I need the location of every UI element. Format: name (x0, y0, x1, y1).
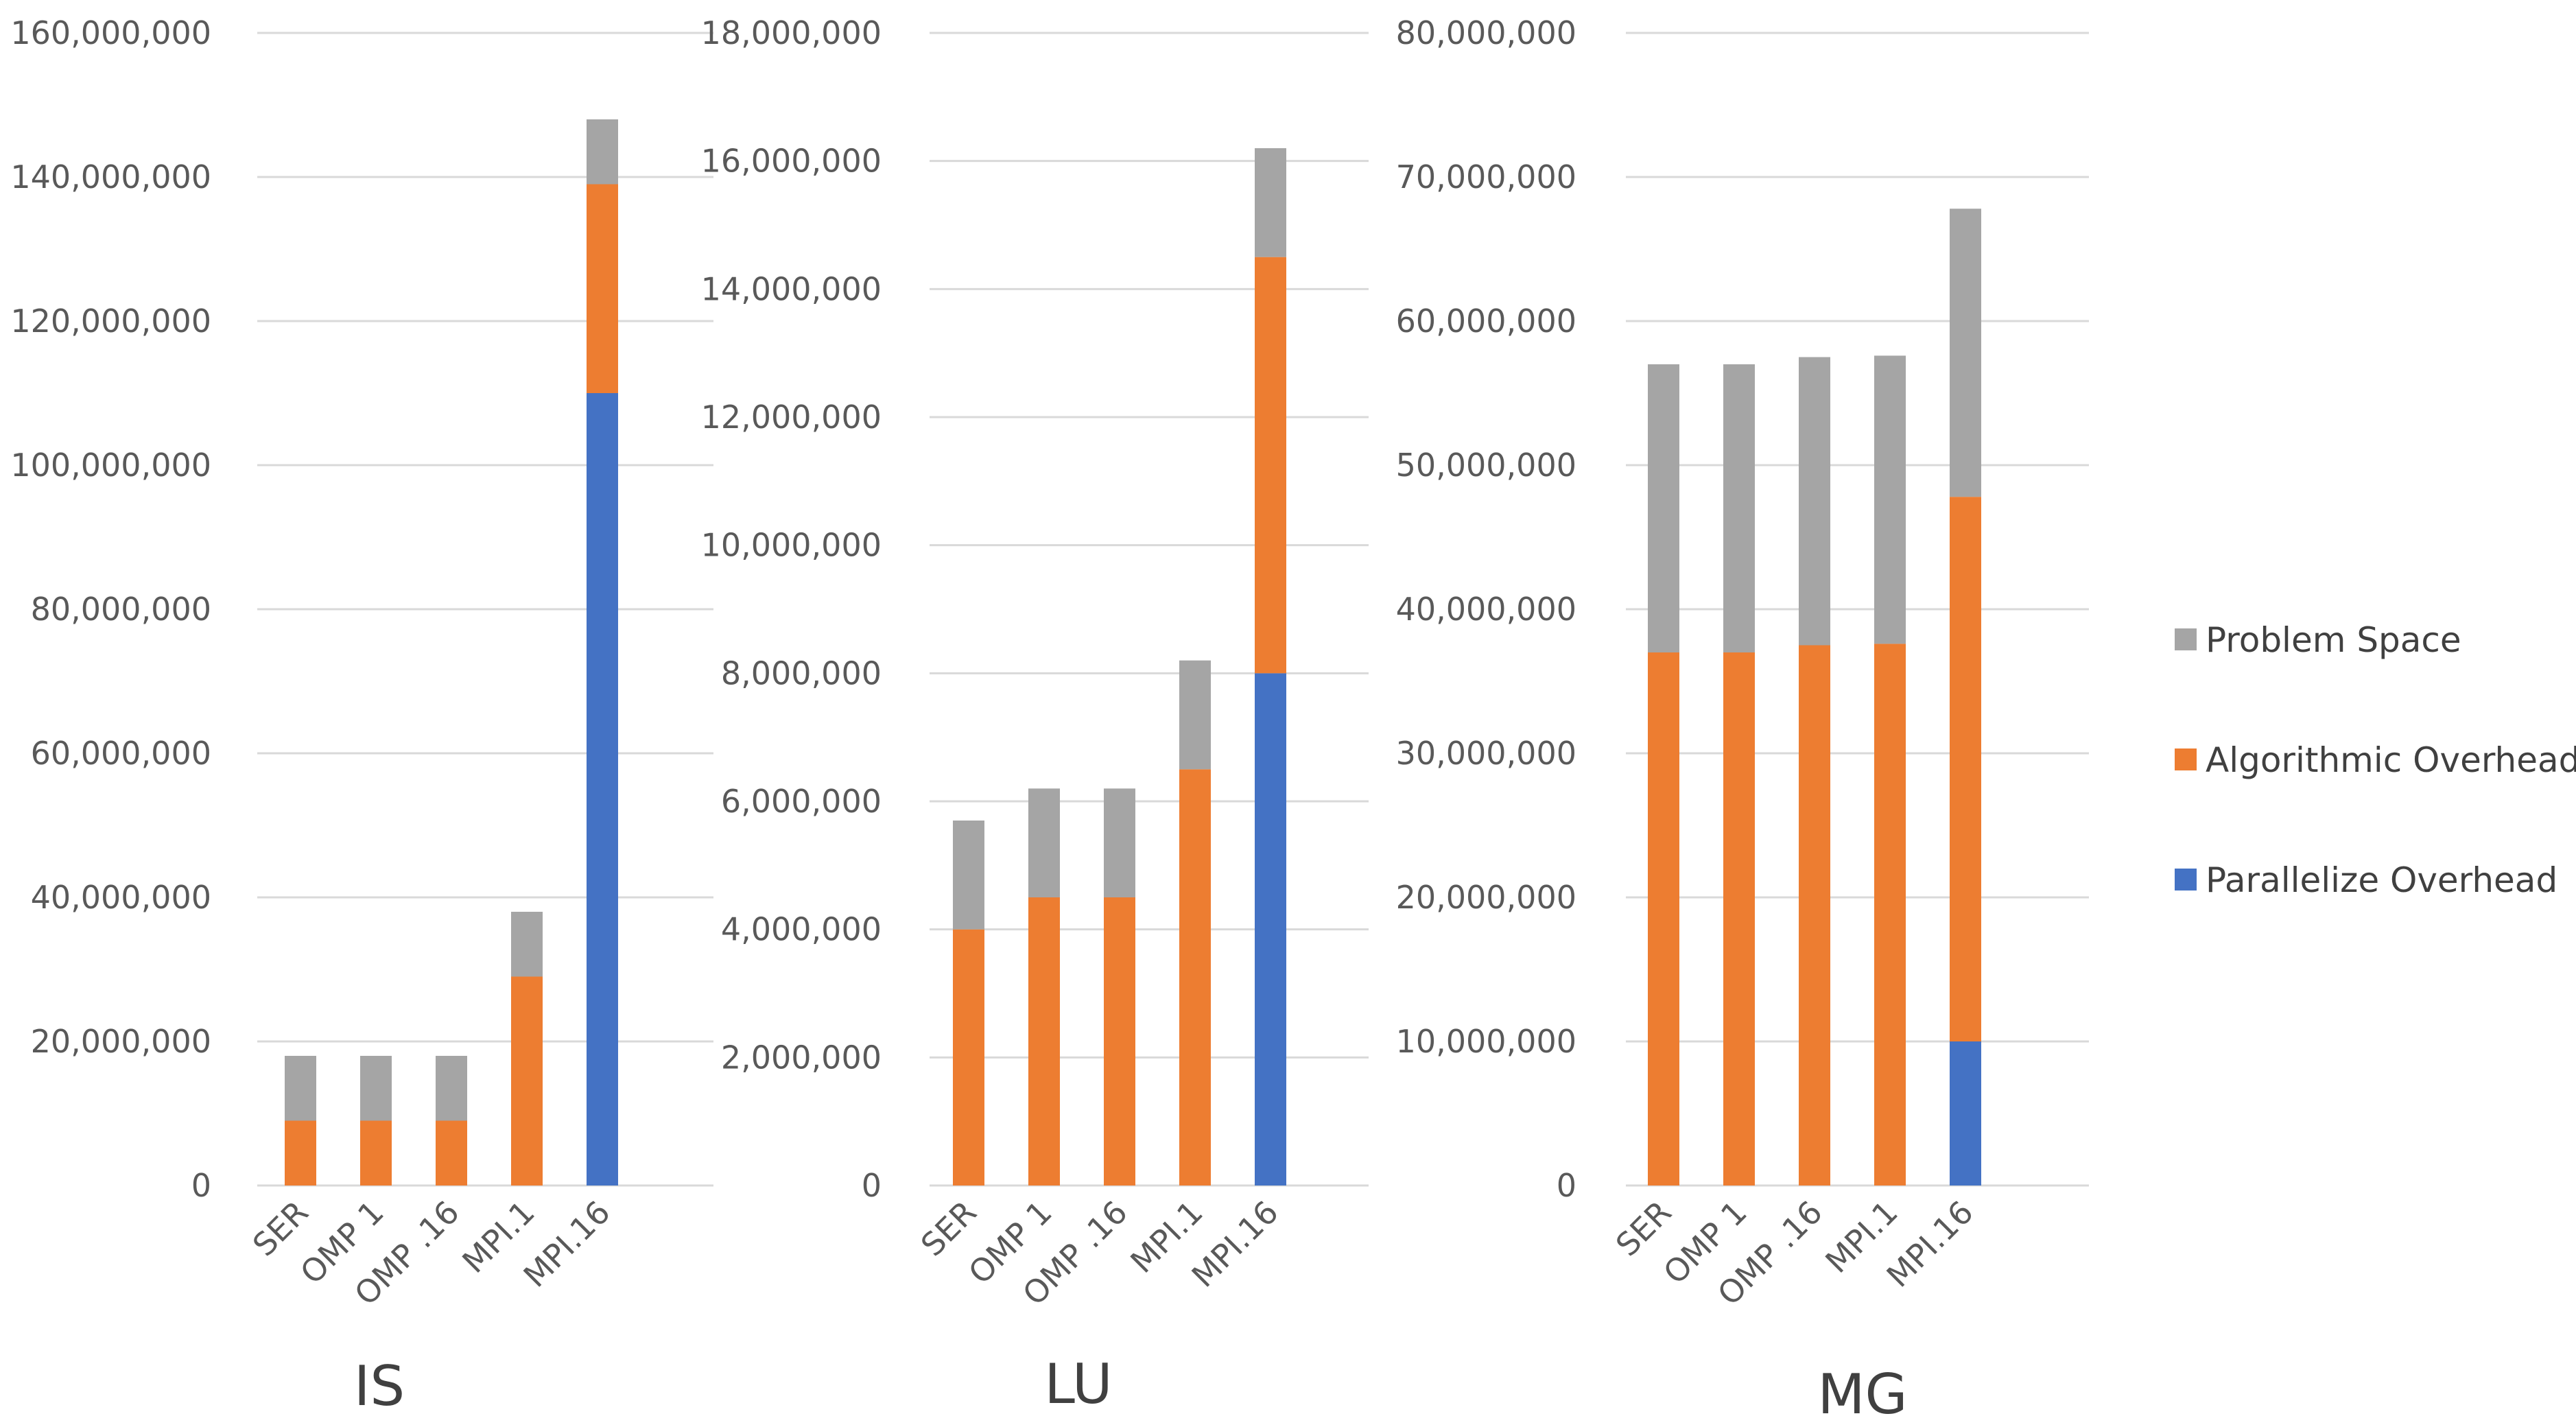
y-tick-label: 70,000,000 (1396, 158, 1576, 196)
bar-segment-algorithmic-overhead (1028, 897, 1060, 1186)
bar-segment-problem-space (1255, 148, 1286, 257)
bar-segment-algorithmic-overhead (1255, 257, 1286, 674)
chart-panel-is: 0 20,000,000 40,000,000 60,000,000 80,000,00… (10, 14, 713, 1418)
y-tick-label: 14,000,000 (701, 270, 882, 307)
bar-segment-parallelize-overhead (1255, 673, 1286, 1186)
y-tick-label: 140,000,000 (10, 158, 211, 196)
bar-segment-problem-space (953, 821, 984, 930)
y-tick-label: 0 (191, 1167, 211, 1204)
y-tick-label: 40,000,000 (31, 879, 211, 916)
legend: Problem Space Algorithmic Overhead Paralle… (2175, 620, 2576, 900)
bar-segment-problem-space (1028, 788, 1060, 897)
y-tick-label: 8,000,000 (721, 654, 882, 692)
y-tick-label: 0 (1557, 1167, 1576, 1204)
y-tick-label: 60,000,000 (1396, 303, 1576, 340)
bar-segment-problem-space (511, 912, 543, 977)
y-tick-label: 50,000,000 (1396, 447, 1576, 484)
y-tick-label: 2,000,000 (721, 1039, 882, 1076)
bar-segment-algorithmic-overhead (360, 1120, 392, 1186)
y-tick-label: 0 (862, 1167, 882, 1204)
bar-segment-algorithmic-overhead (1648, 652, 1679, 1186)
y-tick-label: 80,000,000 (31, 591, 211, 628)
panel-title: MG (1817, 1363, 1907, 1424)
legend-swatch (2175, 869, 2197, 891)
y-tick-label: 10,000,000 (1396, 1023, 1576, 1060)
y-tick-label: 80,000,000 (1396, 14, 1576, 51)
bar-segment-algorithmic-overhead (285, 1120, 316, 1186)
bar-segment-problem-space (1874, 355, 1906, 644)
bar-segment-parallelize-overhead (587, 393, 618, 1186)
bar-segment-algorithmic-overhead (953, 929, 984, 1186)
y-tick-label: 160,000,000 (10, 14, 211, 51)
panel-title: LU (1044, 1352, 1112, 1416)
bar-segment-algorithmic-overhead (1179, 769, 1211, 1186)
y-tick-label: 60,000,000 (31, 735, 211, 772)
legend-label: Algorithmic Overhead (2206, 740, 2576, 780)
legend-swatch (2175, 748, 2197, 770)
bar-segment-algorithmic-overhead (587, 184, 618, 393)
bar-segment-problem-space (1648, 364, 1679, 652)
bar-segment-problem-space (1104, 788, 1135, 897)
y-tick-label: 20,000,000 (1396, 879, 1576, 916)
x-category-label: MPI.16 (1185, 1194, 1286, 1295)
bar-segment-problem-space (1723, 364, 1755, 652)
bar-segment-problem-space (285, 1056, 316, 1121)
bar-segment-problem-space (1799, 357, 1830, 646)
bar-segment-algorithmic-overhead (436, 1120, 467, 1186)
y-tick-label: 10,000,000 (701, 527, 882, 564)
legend-label: Problem Space (2206, 620, 2461, 660)
bar-segment-problem-space (436, 1056, 467, 1121)
bar-segment-algorithmic-overhead (1799, 645, 1830, 1186)
y-tick-label: 18,000,000 (701, 14, 882, 51)
y-tick-label: 12,000,000 (701, 399, 882, 436)
bar-segment-problem-space (1950, 209, 1981, 497)
bar-segment-problem-space (360, 1056, 392, 1121)
chart-panel-mg: 0 10,000,000 20,000,000 30,000,000 40,000,00… (1396, 14, 2089, 1426)
bar-segment-algorithmic-overhead (1874, 644, 1906, 1186)
y-tick-label: 100,000,000 (10, 447, 211, 484)
panel-title: IS (354, 1354, 405, 1418)
y-tick-label: 120,000,000 (10, 303, 211, 340)
chart-panel-lu: 0 2,000,000 4,000,000 6,000,000 8,000,000 10,… (701, 14, 1369, 1416)
y-tick-label: 4,000,000 (721, 911, 882, 948)
y-tick-label: 40,000,000 (1396, 591, 1576, 628)
bar-segment-algorithmic-overhead (1104, 897, 1135, 1186)
y-tick-label: 30,000,000 (1396, 735, 1576, 772)
x-category-label: MPI.16 (1880, 1194, 1981, 1295)
bar-segment-problem-space (1179, 660, 1211, 770)
y-tick-label: 6,000,000 (721, 783, 882, 820)
bar-segment-algorithmic-overhead (511, 976, 543, 1186)
y-tick-label: 16,000,000 (701, 143, 882, 180)
x-category-label: MPI.16 (517, 1194, 617, 1295)
legend-swatch (2175, 628, 2197, 650)
y-tick-label: 20,000,000 (31, 1023, 211, 1060)
bar-segment-algorithmic-overhead (1723, 652, 1755, 1186)
bar-segment-algorithmic-overhead (1950, 497, 1981, 1041)
bar-segment-parallelize-overhead (1950, 1041, 1981, 1186)
legend-label: Parallelize Overhead (2206, 860, 2557, 900)
bar-segment-problem-space (587, 119, 618, 185)
